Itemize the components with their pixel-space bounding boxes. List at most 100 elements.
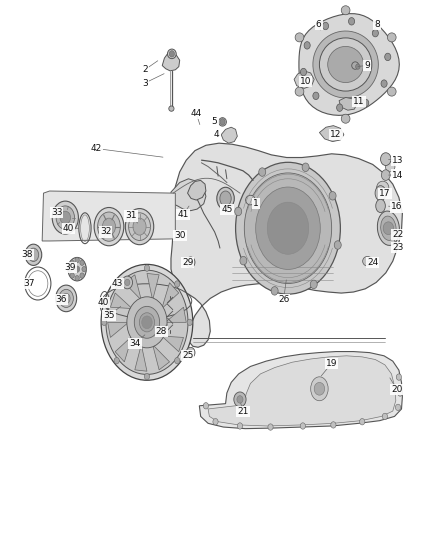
Text: 26: 26 bbox=[278, 295, 290, 304]
Ellipse shape bbox=[375, 185, 386, 200]
Circle shape bbox=[259, 168, 266, 176]
Circle shape bbox=[60, 211, 71, 224]
Polygon shape bbox=[162, 336, 184, 352]
Circle shape bbox=[145, 373, 150, 379]
Text: 30: 30 bbox=[174, 231, 185, 240]
Circle shape bbox=[360, 418, 365, 425]
Circle shape bbox=[237, 423, 243, 429]
Circle shape bbox=[74, 266, 80, 272]
Polygon shape bbox=[108, 322, 129, 337]
Circle shape bbox=[300, 68, 307, 76]
Text: 32: 32 bbox=[100, 228, 111, 237]
Text: 12: 12 bbox=[330, 130, 342, 139]
Ellipse shape bbox=[341, 114, 350, 123]
Circle shape bbox=[322, 22, 328, 30]
Circle shape bbox=[234, 392, 246, 407]
Text: 20: 20 bbox=[392, 385, 403, 394]
Text: 11: 11 bbox=[353, 97, 364, 106]
Circle shape bbox=[169, 51, 174, 57]
Text: 36: 36 bbox=[55, 295, 67, 304]
Ellipse shape bbox=[267, 202, 309, 254]
Ellipse shape bbox=[352, 62, 359, 69]
Ellipse shape bbox=[62, 293, 70, 303]
Circle shape bbox=[313, 92, 319, 100]
Polygon shape bbox=[339, 98, 357, 110]
Circle shape bbox=[175, 281, 180, 287]
Text: 16: 16 bbox=[392, 203, 403, 212]
Ellipse shape bbox=[363, 256, 372, 266]
Ellipse shape bbox=[358, 99, 364, 104]
Ellipse shape bbox=[52, 201, 78, 234]
Circle shape bbox=[187, 319, 192, 326]
Circle shape bbox=[381, 80, 387, 87]
Ellipse shape bbox=[219, 118, 226, 126]
Text: 34: 34 bbox=[130, 339, 141, 348]
Text: 40: 40 bbox=[63, 224, 74, 233]
Ellipse shape bbox=[377, 181, 389, 195]
Ellipse shape bbox=[68, 257, 86, 281]
Circle shape bbox=[349, 18, 355, 25]
Ellipse shape bbox=[133, 218, 146, 235]
Circle shape bbox=[70, 273, 74, 278]
Circle shape bbox=[175, 358, 180, 364]
Circle shape bbox=[114, 358, 119, 364]
Circle shape bbox=[125, 279, 130, 286]
Polygon shape bbox=[319, 126, 344, 142]
Ellipse shape bbox=[139, 313, 155, 332]
Polygon shape bbox=[299, 14, 399, 115]
Text: 38: 38 bbox=[21, 251, 33, 260]
Ellipse shape bbox=[127, 297, 167, 348]
Text: 4: 4 bbox=[214, 130, 219, 139]
Ellipse shape bbox=[217, 187, 234, 209]
Ellipse shape bbox=[56, 206, 74, 229]
Text: 40: 40 bbox=[98, 298, 109, 307]
Circle shape bbox=[329, 191, 336, 200]
Text: 43: 43 bbox=[112, 279, 124, 288]
Polygon shape bbox=[124, 275, 141, 300]
Circle shape bbox=[80, 260, 84, 265]
Text: 25: 25 bbox=[182, 351, 193, 360]
Polygon shape bbox=[313, 31, 378, 98]
Text: 31: 31 bbox=[125, 212, 137, 221]
Ellipse shape bbox=[244, 173, 332, 284]
Text: 14: 14 bbox=[392, 171, 404, 180]
Text: 35: 35 bbox=[103, 311, 115, 320]
Ellipse shape bbox=[376, 199, 385, 213]
Text: 33: 33 bbox=[51, 208, 62, 217]
Circle shape bbox=[304, 42, 310, 49]
Ellipse shape bbox=[387, 33, 396, 42]
Circle shape bbox=[310, 280, 317, 289]
Circle shape bbox=[186, 348, 195, 358]
Ellipse shape bbox=[246, 195, 255, 205]
Circle shape bbox=[186, 257, 195, 268]
Polygon shape bbox=[294, 71, 314, 88]
Polygon shape bbox=[135, 344, 147, 371]
Ellipse shape bbox=[169, 106, 174, 111]
Text: 8: 8 bbox=[374, 20, 380, 29]
Circle shape bbox=[203, 402, 208, 409]
Polygon shape bbox=[162, 282, 179, 309]
Ellipse shape bbox=[341, 6, 350, 15]
Circle shape bbox=[75, 257, 79, 263]
Text: 1: 1 bbox=[253, 199, 259, 208]
Ellipse shape bbox=[385, 161, 395, 172]
Ellipse shape bbox=[311, 377, 328, 401]
Polygon shape bbox=[187, 180, 206, 200]
Circle shape bbox=[396, 374, 402, 380]
Ellipse shape bbox=[319, 38, 372, 91]
Circle shape bbox=[142, 316, 152, 329]
Circle shape bbox=[188, 260, 193, 265]
Ellipse shape bbox=[134, 306, 159, 338]
Text: 28: 28 bbox=[155, 327, 167, 336]
Polygon shape bbox=[147, 273, 159, 300]
Circle shape bbox=[363, 99, 369, 107]
Polygon shape bbox=[110, 293, 132, 309]
Text: 39: 39 bbox=[64, 263, 75, 272]
Ellipse shape bbox=[256, 187, 320, 269]
Polygon shape bbox=[162, 53, 180, 71]
Text: 37: 37 bbox=[23, 279, 35, 288]
Text: 21: 21 bbox=[237, 407, 249, 416]
Circle shape bbox=[102, 319, 107, 326]
Circle shape bbox=[302, 163, 309, 172]
Polygon shape bbox=[171, 179, 206, 211]
